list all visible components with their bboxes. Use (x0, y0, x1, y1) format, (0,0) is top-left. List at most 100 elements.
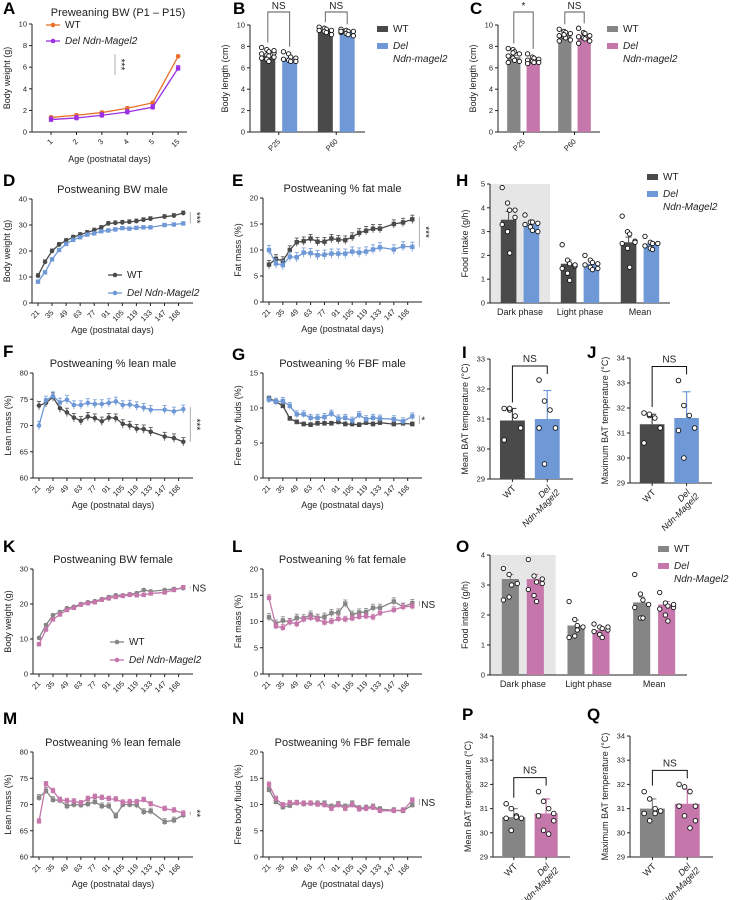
data-point (308, 415, 313, 420)
y-tick-label: 4 (481, 203, 485, 212)
data-point (575, 34, 582, 40)
data-point (127, 423, 133, 428)
data-point (363, 249, 369, 254)
y-tick-label: 29 (477, 475, 485, 484)
data-point (505, 59, 511, 66)
legend-label: Ndn-Magel2 (674, 574, 729, 585)
bar (658, 604, 676, 675)
data-point (595, 265, 601, 272)
data-point (545, 831, 552, 837)
legend-label: Del (674, 561, 690, 572)
data-point (266, 247, 272, 253)
y-tick-label: 4 (241, 85, 245, 94)
data-point (350, 234, 355, 240)
data-point (127, 799, 132, 805)
panel-o: O Food intake (g/h) 0 1 2 3 4 Dark phase Light p… (456, 537, 729, 689)
panel-letter: O (456, 537, 469, 556)
panel-letter: J (587, 343, 596, 362)
series-wt (266, 214, 415, 269)
x-tick-label: 91 (329, 483, 341, 495)
bar (502, 817, 526, 857)
data-point (134, 403, 140, 409)
y-tick-label: 0 (23, 299, 27, 308)
significance-bracket (513, 777, 547, 798)
bar (592, 630, 610, 675)
x-tick-label: 91 (100, 483, 112, 495)
x-tick-label: 105 (111, 862, 126, 877)
data-point (64, 607, 70, 613)
bar (534, 813, 558, 857)
panel-letter: L (232, 537, 242, 556)
data-point (567, 30, 574, 37)
significance-label: NS (663, 758, 677, 769)
y-tick-label: 33 (617, 379, 625, 388)
y-tick-label: 33 (480, 756, 488, 765)
data-point (350, 616, 355, 621)
chart-title: Postweaning BW male (57, 184, 168, 196)
data-point (49, 257, 55, 262)
data-point (71, 605, 77, 611)
data-point (301, 250, 306, 255)
significance-label: NS (568, 1, 582, 12)
y-tick-label: 60 (20, 474, 28, 483)
data-point (294, 615, 299, 621)
y-axis-label: Body length (cm) (220, 44, 230, 112)
data-point (652, 805, 658, 812)
significance-bracket (324, 11, 348, 25)
category-label: WT (641, 861, 658, 878)
data-point (350, 28, 357, 35)
panel-letter: B (233, 0, 245, 18)
data-point (338, 28, 344, 35)
bar (633, 602, 651, 675)
category-label: Mean (643, 679, 666, 689)
y-tick-label: 10 (19, 273, 27, 282)
data-point (134, 225, 139, 231)
data-point (531, 59, 537, 66)
legend-marker (114, 639, 120, 645)
data-point (329, 251, 334, 256)
data-point (525, 556, 532, 563)
data-point (561, 31, 567, 38)
data-point (301, 421, 306, 427)
data-point (99, 113, 105, 118)
data-point (316, 27, 322, 33)
y-tick-label: 6 (241, 63, 245, 72)
data-point (536, 425, 542, 431)
data-point (315, 421, 320, 426)
data-point (652, 415, 658, 421)
y-tick-label: 4 (23, 84, 27, 93)
data-point (499, 184, 505, 191)
data-point (180, 406, 186, 412)
chart-title: Postweaning % fat male (283, 183, 401, 195)
data-point (99, 419, 105, 424)
data-point (512, 207, 518, 213)
series-wt (266, 395, 415, 427)
data-point (363, 609, 369, 615)
data-point (293, 58, 299, 65)
category-label: Light phase (565, 679, 612, 689)
data-point (294, 800, 299, 806)
data-point (567, 261, 573, 267)
x-tick-label: 91 (100, 679, 112, 691)
data-point (363, 806, 369, 811)
data-point (574, 622, 580, 629)
data-point (36, 403, 42, 408)
data-point (43, 781, 49, 787)
data-point (627, 264, 633, 270)
data-point (541, 398, 548, 404)
data-point (329, 619, 334, 624)
data-point (410, 414, 415, 419)
panel-letter: I (462, 343, 467, 362)
y-tick-label: 70 (20, 800, 28, 809)
data-point (336, 237, 341, 242)
data-point (336, 251, 341, 256)
data-point (92, 794, 98, 799)
data-point (113, 415, 119, 421)
data-point (171, 818, 177, 823)
data-point (370, 421, 376, 427)
y-tick-label: 0 (481, 299, 485, 308)
data-point (181, 221, 186, 226)
x-tick-label: 105 (340, 307, 355, 322)
y-tick-label: 5 (254, 643, 258, 652)
data-point (287, 619, 293, 625)
